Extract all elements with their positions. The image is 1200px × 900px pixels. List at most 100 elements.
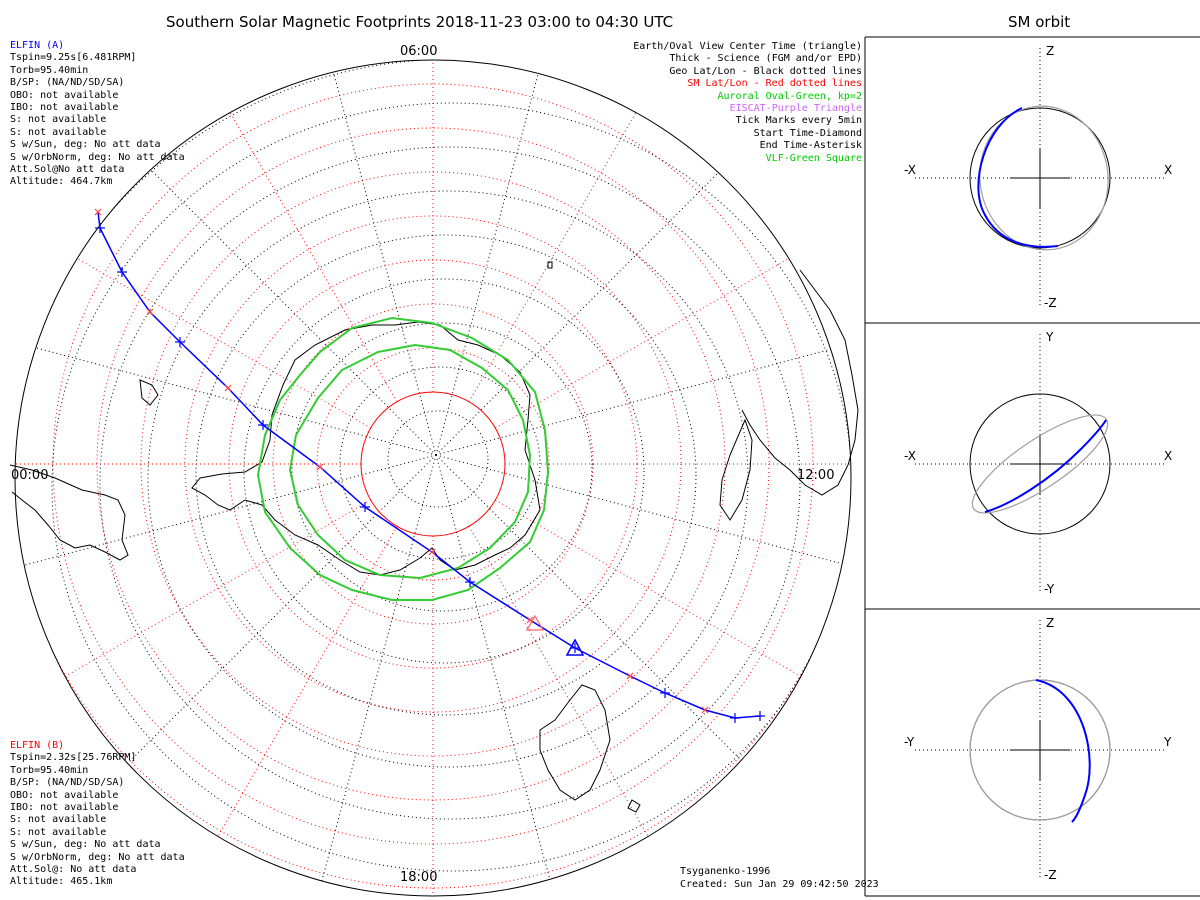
- orbit-axis-label-bottom: -Y: [1044, 582, 1055, 596]
- geo-latitude-circle: [291, 322, 593, 612]
- view-center-triangle: [565, 638, 585, 656]
- orbit-axis-label-bottom: -Z: [1044, 296, 1057, 310]
- elfin-a-info-line: S: not available: [10, 126, 107, 138]
- elfin-a-info-line: S w/Sun, deg: No att data: [10, 139, 161, 151]
- track-line: [97, 211, 761, 719]
- orbit-axis-label-left: -Y: [904, 735, 915, 749]
- elfin-b-info-line: Tspin=2.32s[25.76RPM]: [10, 752, 137, 764]
- elfin-a-info-line: S w/OrbNorm, deg: No att data: [10, 151, 185, 163]
- geo-latitude-circle: [147, 190, 749, 768]
- elfin-a-info-line: IBO: not available: [10, 102, 119, 114]
- orbit-axis-label-bottom: -Z: [1044, 868, 1057, 882]
- antarctica-coastline: [191, 321, 541, 576]
- orbit-axis-label-left: -X: [904, 163, 916, 177]
- elfin-b-info-line: OBO: not available: [10, 789, 119, 801]
- elfin-b-info-line: S w/OrbNorm, deg: No att data: [10, 851, 185, 863]
- orbit-axis-label-left: -X: [904, 449, 916, 463]
- legend-item: SM Lat/Lon - Red dotted lines: [687, 78, 862, 90]
- legend-item: End Time-Asterisk: [759, 140, 862, 152]
- elfin-b-info: ELFIN (B) Tspin=2.32s[25.76RPM] Torb=95.4…: [10, 740, 185, 889]
- island-coastline: [627, 799, 641, 813]
- geo-longitude-line: [435, 454, 556, 896]
- orbit-axis-label-right: X: [1164, 449, 1173, 463]
- orbit-panel-title: SM orbit: [1008, 13, 1071, 31]
- tick-mark-b: [626, 672, 634, 680]
- geo-latitude-circle: [339, 366, 541, 560]
- south-america-coastline: [9, 464, 129, 561]
- madagascar-coastline: [719, 418, 753, 521]
- tick-mark-b: [526, 616, 534, 624]
- orbit-science-arc: [1035, 679, 1091, 823]
- mlt-label-right: 12:00: [797, 468, 835, 483]
- elfin-b-info-line: B/SP: (NA/ND/SD/SA): [10, 777, 125, 789]
- elfin-a-info-line: Att.Sol@No att data: [10, 164, 125, 176]
- orbit-axis-label-right: X: [1164, 163, 1173, 177]
- sm-latitude-circle: [52, 83, 814, 845]
- orbit-science-arc: [977, 107, 1059, 248]
- created-label: Created: Sun Jan 29 09:42:50 2023: [680, 879, 879, 890]
- island-coastline: [547, 261, 553, 269]
- tick-mark-b: [224, 384, 232, 392]
- auroral-oval-inner: [288, 343, 532, 580]
- elfin-b-info-line: S: not available: [10, 814, 107, 826]
- mlt-label-bottom: 18:00: [400, 870, 438, 885]
- elfin-a-name: ELFIN (A): [10, 40, 65, 51]
- tick-mark-b: [701, 706, 709, 714]
- legend-item: Geo Lat/Lon - Black dotted lines: [669, 65, 862, 77]
- model-label: Tsyganenko-1996: [680, 866, 771, 877]
- sm-longitude-line: [60, 499, 371, 680]
- sm-longitude-line: [468, 91, 649, 402]
- geo-longitude-line: [435, 454, 762, 781]
- sm-longitude-line: [468, 526, 649, 837]
- legend-item: Auroral Oval-Green, kp=2: [717, 90, 863, 102]
- geo-longitude-line: [15, 454, 437, 575]
- elfin-a-info-line: Tspin=9.25s[6.481RPM]: [10, 52, 137, 64]
- elfin-b-info-line: Altitude: 465.1km: [10, 876, 113, 888]
- orbit-science-arc: [984, 419, 1107, 513]
- sm-longitude-line: [217, 526, 398, 837]
- geo-longitude-line: [435, 129, 762, 456]
- elfin-b-info-line: Torb=95.40min: [10, 764, 89, 776]
- elfin-b-info-line: IBO: not available: [10, 802, 119, 814]
- legend-item: Earth/Oval View Center Time (triangle): [633, 41, 862, 52]
- geo-longitude-line: [435, 60, 556, 456]
- orbit-path: [971, 414, 1109, 514]
- elfin-b-name: ELFIN (B): [10, 740, 65, 751]
- tick-mark-b: [146, 308, 154, 316]
- legend-item: Start Time-Diamond: [753, 127, 862, 139]
- geo-longitude-line: [15, 335, 437, 456]
- elfin-a-info: ELFIN (A) Tspin=9.25s[6.481RPM] Torb=95.4…: [10, 40, 185, 189]
- orbit-axis-label-top: Y: [1046, 330, 1054, 344]
- elfin-a-info-line: B/SP: (NA/ND/SD/SA): [10, 77, 125, 89]
- africa-coastline: [741, 269, 859, 496]
- geo-longitude-line: [435, 335, 851, 456]
- mlt-label-left: 00:00: [11, 468, 49, 483]
- legend-item: Thick - Science (FGM and/or EPD): [669, 53, 862, 65]
- tick-mark-b: [316, 463, 324, 471]
- geo-longitude-line: [110, 454, 437, 781]
- orbit-axis-label-right: Y: [1164, 735, 1172, 749]
- elfin-a-track: [94, 208, 765, 723]
- coastlines: [9, 261, 859, 813]
- legend-item: VLF-Green Square: [765, 152, 862, 164]
- orbit-path: [979, 105, 1109, 251]
- sm-orbit-views: [915, 48, 1165, 880]
- view-center-triangle: [525, 614, 545, 631]
- sm-latitude-circle: [316, 347, 550, 581]
- elfin-a-info-line: Torb=95.40min: [10, 64, 89, 76]
- tick-mark-b: [428, 548, 436, 556]
- sm-longitude-line: [495, 248, 806, 429]
- sm-pole-circle: [360, 391, 506, 537]
- geo-latitude-circle: [99, 146, 801, 820]
- elfin-a-info-line: Altitude: 464.7km: [10, 176, 113, 188]
- elfin-b-info-line: Att.Sol@: No att data: [10, 864, 137, 876]
- legend-item: Tick Marks every 5min: [735, 115, 862, 127]
- horizon-circle: [14, 59, 852, 897]
- geo-longitude-line: [316, 454, 437, 896]
- elfin-a-info-line: S: not available: [10, 114, 107, 126]
- elfin-b-info-line: S w/Sun, deg: No att data: [10, 839, 161, 851]
- mlt-label-top: 06:00: [400, 44, 438, 59]
- geo-longitude-line: [110, 129, 437, 456]
- geo-latitude-circle: [243, 278, 645, 664]
- legend-item: EISCAT-Purple Triangle: [729, 103, 862, 115]
